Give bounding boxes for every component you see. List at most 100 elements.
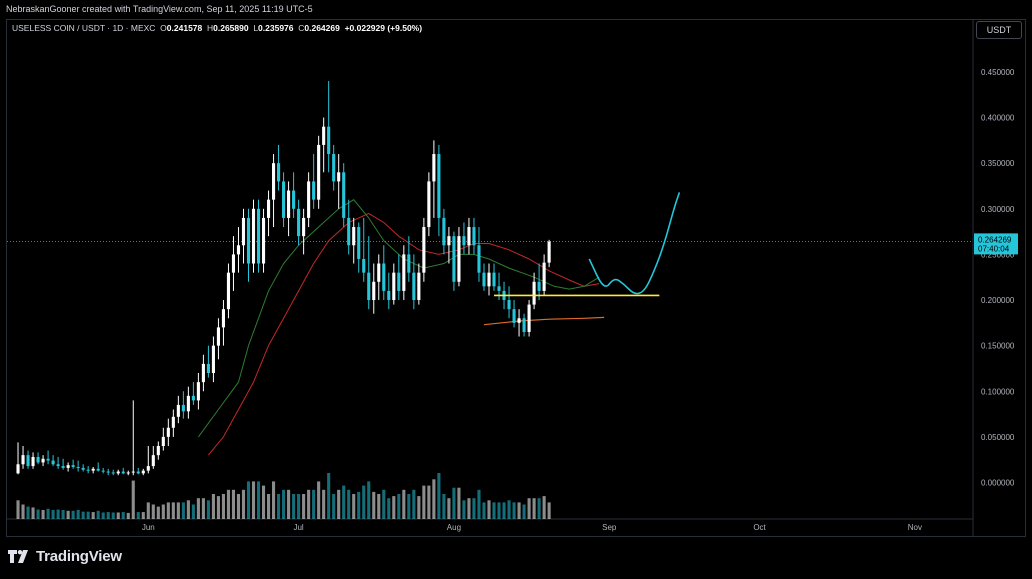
volume-bar	[81, 511, 85, 519]
volume-bar	[46, 508, 50, 519]
candle-body	[246, 217, 251, 264]
volume-bar	[161, 504, 165, 519]
volume-bar	[61, 509, 65, 519]
candle-body	[332, 154, 336, 182]
volume-bar	[467, 498, 471, 519]
candle-body	[121, 471, 125, 474]
candle-body	[131, 471, 135, 473]
volume-bar	[487, 500, 491, 519]
open-label: O	[160, 23, 167, 33]
candle-body	[251, 208, 256, 264]
projection-path	[588, 192, 681, 295]
volume-bar	[56, 509, 60, 519]
candle-body	[322, 126, 326, 145]
volume-bar	[131, 480, 135, 519]
candle-body	[522, 318, 526, 332]
price-tag-countdown: 07:40:04	[978, 244, 1010, 253]
close-value: 0.264269	[304, 23, 340, 33]
candle-body	[307, 181, 311, 218]
volume-bar	[292, 494, 296, 519]
candle-body	[71, 465, 75, 467]
volume-bar	[452, 487, 456, 519]
tradingview-logo: TradingView	[8, 548, 122, 565]
volume-bar	[382, 489, 386, 519]
candle-body	[532, 281, 536, 305]
candle-body	[507, 300, 511, 310]
candle-body	[472, 227, 476, 246]
volume-bar	[277, 494, 281, 519]
candle-body	[231, 254, 236, 273]
candle-body	[266, 199, 271, 218]
volume-bar	[427, 485, 431, 519]
candle-body	[467, 227, 471, 246]
candle-body	[81, 467, 85, 470]
x-tick-label: Aug	[447, 523, 461, 532]
volume-bar	[402, 489, 406, 519]
candle-body	[402, 254, 406, 291]
volume-bar	[251, 481, 256, 519]
volume-bar	[241, 489, 246, 519]
volume-bar	[111, 512, 115, 519]
candle-body	[151, 455, 155, 467]
candle-body	[181, 404, 185, 412]
volume-bar	[482, 502, 486, 519]
candle-body	[367, 272, 371, 301]
candle-body	[186, 395, 190, 412]
candle-body	[96, 468, 100, 471]
candle-body	[166, 427, 170, 437]
volume-bar	[312, 489, 316, 519]
high-label: H	[206, 23, 214, 33]
candle-body	[156, 446, 160, 456]
chart-frame[interactable]	[6, 19, 1026, 537]
y-tick-label: 0.400000	[981, 114, 1015, 123]
volume-bar	[36, 509, 40, 519]
volume-bar	[256, 481, 261, 519]
volume-bar	[141, 512, 145, 519]
volume-bar	[317, 481, 321, 519]
volume-bar	[437, 473, 441, 519]
volume-bar	[287, 489, 291, 519]
currency-button[interactable]: USDT	[976, 21, 1022, 39]
volume-bar	[417, 496, 421, 519]
volume-bar	[547, 502, 551, 519]
volume-bar	[327, 473, 331, 519]
volume-bar	[517, 502, 521, 519]
volume-bar	[96, 510, 100, 519]
volume-bar	[337, 489, 341, 519]
candle-body	[271, 163, 276, 200]
candle-body	[171, 416, 175, 428]
long-ma-line	[483, 316, 605, 326]
low-value: 0.235976	[258, 23, 294, 33]
candle-body	[427, 181, 431, 228]
candle-body	[91, 468, 95, 471]
volume-bar	[302, 494, 306, 519]
volume-bar	[51, 509, 55, 519]
volume-bar	[21, 504, 25, 519]
symbol-name: USELESS COIN / USDT · 1D · MEXC	[12, 23, 156, 33]
candle-body	[462, 236, 466, 246]
volume-bar	[522, 504, 526, 519]
volume-bar	[387, 498, 391, 519]
candle-body	[191, 395, 195, 401]
candle-body	[146, 466, 150, 471]
volume-bar	[497, 502, 501, 519]
candle-body	[512, 309, 516, 323]
candle-body	[221, 309, 226, 328]
candle-body	[261, 217, 266, 264]
candle-body	[111, 472, 115, 474]
y-tick-label: 0.100000	[981, 387, 1015, 396]
volume-bar	[432, 479, 436, 519]
volume-bar	[76, 509, 80, 519]
volume-bar	[181, 502, 185, 519]
candle-body	[211, 345, 215, 374]
candle-body	[337, 172, 341, 182]
y-tick-label: 0.250000	[981, 250, 1015, 259]
candle-body	[537, 281, 541, 291]
candle-body	[287, 190, 291, 218]
candle-body	[106, 471, 110, 473]
volume-bar	[542, 496, 546, 519]
volume-bar	[352, 494, 356, 519]
candle-body	[357, 227, 361, 259]
volume-bar	[297, 494, 301, 519]
